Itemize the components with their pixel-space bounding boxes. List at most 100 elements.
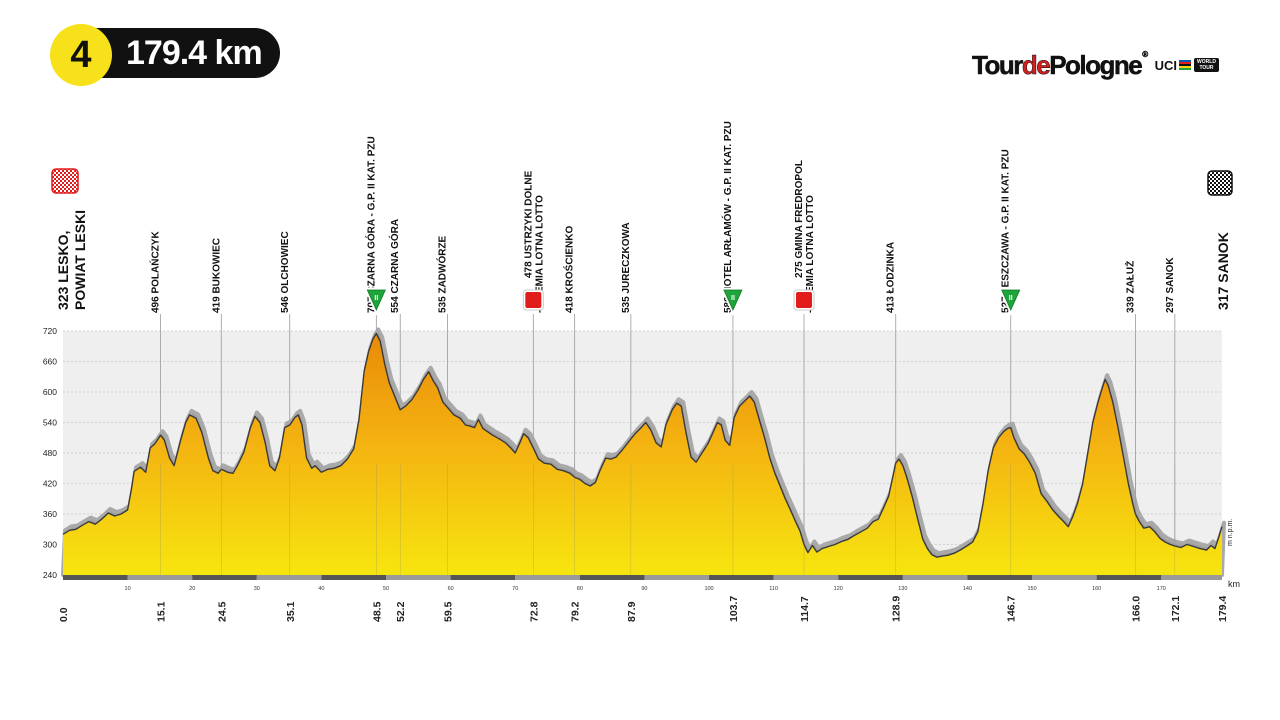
y-tick-label: 360 [43,509,57,519]
x-axis-unit-label: km [1228,579,1240,589]
km-bar-segment [450,575,516,580]
km-bar-segment [967,575,1033,580]
km-bar-segment [1096,575,1162,580]
waypoint-label-line2: - PREMIA LOTNA LOTTO [534,195,545,313]
km-bar-segment [127,575,193,580]
waypoint-km: 15.1 [156,601,168,622]
km-tick-label: 20 [189,586,195,592]
stage-number-badge: 4 [50,24,112,86]
climb-category-marker: II [720,287,746,316]
climb-category-marker: II [364,287,389,316]
waypoint-km: 87.9 [626,601,638,622]
km-bar-segment [192,575,257,580]
y-tick-label: 240 [43,570,57,580]
km-tick-label: 80 [577,586,583,592]
km-bar-segment [838,575,903,580]
km-tick-label: 60 [448,586,454,592]
waypoint-label: 580 HOTEL ARŁAMÓW - G.P. II KAT. PZU [721,121,734,313]
waypoint-label: 339 ZAŁUŻ [1123,261,1136,313]
waypoint-label: 317 SANOK [1215,232,1231,310]
km-tick-label: 170 [1157,586,1166,592]
y-tick-label: 420 [43,479,57,489]
brand-wordmark: TourdePologne® [972,49,1149,80]
y-axis-unit-label: m n.p.m. [1227,519,1234,546]
y-tick-label: 540 [43,418,57,428]
km-tick-label: 70 [512,586,518,592]
waypoint-markers: II II II [51,168,1233,316]
waypoint-label: 535 JURECZKOWA [621,222,632,313]
km-bar-segment [709,575,774,580]
waypoint-label: 546 OLCHOWIEC [280,231,291,313]
waypoint-km: 79.2 [570,601,582,622]
waypoint-label: 707 CZARNA GÓRA - G.P. II KAT. PZU [364,136,377,313]
uci-rainbow-icon [1179,60,1192,70]
elevation-area [63,333,1222,575]
waypoint-km: 172.1 [1170,596,1182,622]
waypoint-km: 35.1 [285,601,297,622]
waypoint-km: 128.9 [891,596,903,622]
km-tick-label: 10 [125,586,131,592]
waypoint-km: 52.2 [395,601,407,622]
waypoint-label: 418 KROŚCIENKO [563,226,576,313]
km-bar-segment [386,575,451,580]
waypoint-km: 146.7 [1006,596,1018,622]
finish-flag-icon [1207,170,1233,196]
waypoint-label: 478 USTRZYKI DOLNE [523,170,534,278]
waypoint-km: 166.0 [1130,596,1142,622]
waypoint-label-line2: - PREMIA LOTNA LOTTO [805,195,816,313]
km-tick-label: 50 [383,586,389,592]
elevation-line [62,332,1223,558]
sprint-marker-icon [522,289,544,311]
km-tick-label: 90 [641,586,647,592]
waypoint-km: 24.5 [216,601,228,622]
km-tick-label: 160 [1092,586,1101,592]
y-axis-tick-labels: 240 300 360 420 480 540 600 660 720 [43,326,57,580]
km-bar-segment [1161,575,1222,580]
waypoint-label: 323 LESKO, [55,231,71,310]
start-flag-icon [51,168,79,194]
y-tick-label: 480 [43,448,57,458]
km-bar [63,575,1222,580]
km-bar-segment [579,575,645,580]
waypoint-label: 554 CZARNA GÓRA [388,219,401,313]
waypoint-km: 0.0 [58,607,70,622]
waypoint-km-labels: 0.0 15.1 24.5 35.1 48.5 52.2 59.5 72.8 79.2 87.9 1… [58,596,1229,622]
y-tick-label: 660 [43,357,57,367]
km-bar-segment [644,575,710,580]
km-bar-segment [1032,575,1097,580]
km-tick-label: 120 [834,586,843,592]
waypoint-labels: 323 LESKO, POWIAT LESKI 496 POLAŃCZYK 419 B… [55,121,1231,313]
km-tick-label: 140 [963,586,972,592]
y-tick-label: 600 [43,387,57,397]
waypoint-label: 419 BUKOWIEC [211,238,222,313]
waypoint-label-line2: POWIAT LESKI [72,210,88,310]
waypoint-km: 103.7 [728,596,740,622]
km-tick-label: 30 [254,586,260,592]
waypoint-label: 413 ŁODZINKA [886,242,897,313]
km-tick-label: 100 [704,586,713,592]
km-bar-segment [515,575,580,580]
y-tick-label: 300 [43,540,57,550]
climb-category-marker: II [998,287,1024,316]
waypoint-label: 535 ZADWÓRZE [435,235,448,313]
uci-world-tour-logo: UCI WORLD TOUR [1155,58,1219,73]
tour-de-pologne-logo: TourdePologne® UCI WORLD TOUR [972,49,1219,80]
stage-number: 4 [70,33,92,76]
km-tick-label: 130 [898,586,907,592]
waypoint-km: 114.7 [799,596,811,622]
waypoint-label: 527 LESZCZAWA - G.P. II KAT. PZU [1001,149,1012,313]
climb-category-text: II [374,295,378,302]
km-bar-segment [256,575,322,580]
waypoint-label: 275 GMINA FREDROPOL [794,160,805,278]
waypoint-km: 48.5 [371,601,383,622]
km-tick-labels: 10 20 30 40 50 60 70 80 90 100 110 120 130 140 150 160 1… [125,586,1166,592]
waypoint-km: 179.4 [1217,596,1229,622]
climb-category-text: II [1009,295,1013,302]
km-tick-label: 110 [769,586,778,592]
waypoint-label: 297 SANOK [1165,257,1176,313]
waypoint-lines-front [160,463,1176,575]
climb-category-text: II [731,295,735,302]
km-bar-segment [902,575,968,580]
stage-distance: 179.4 km [126,34,263,72]
waypoint-km: 72.8 [528,601,540,622]
